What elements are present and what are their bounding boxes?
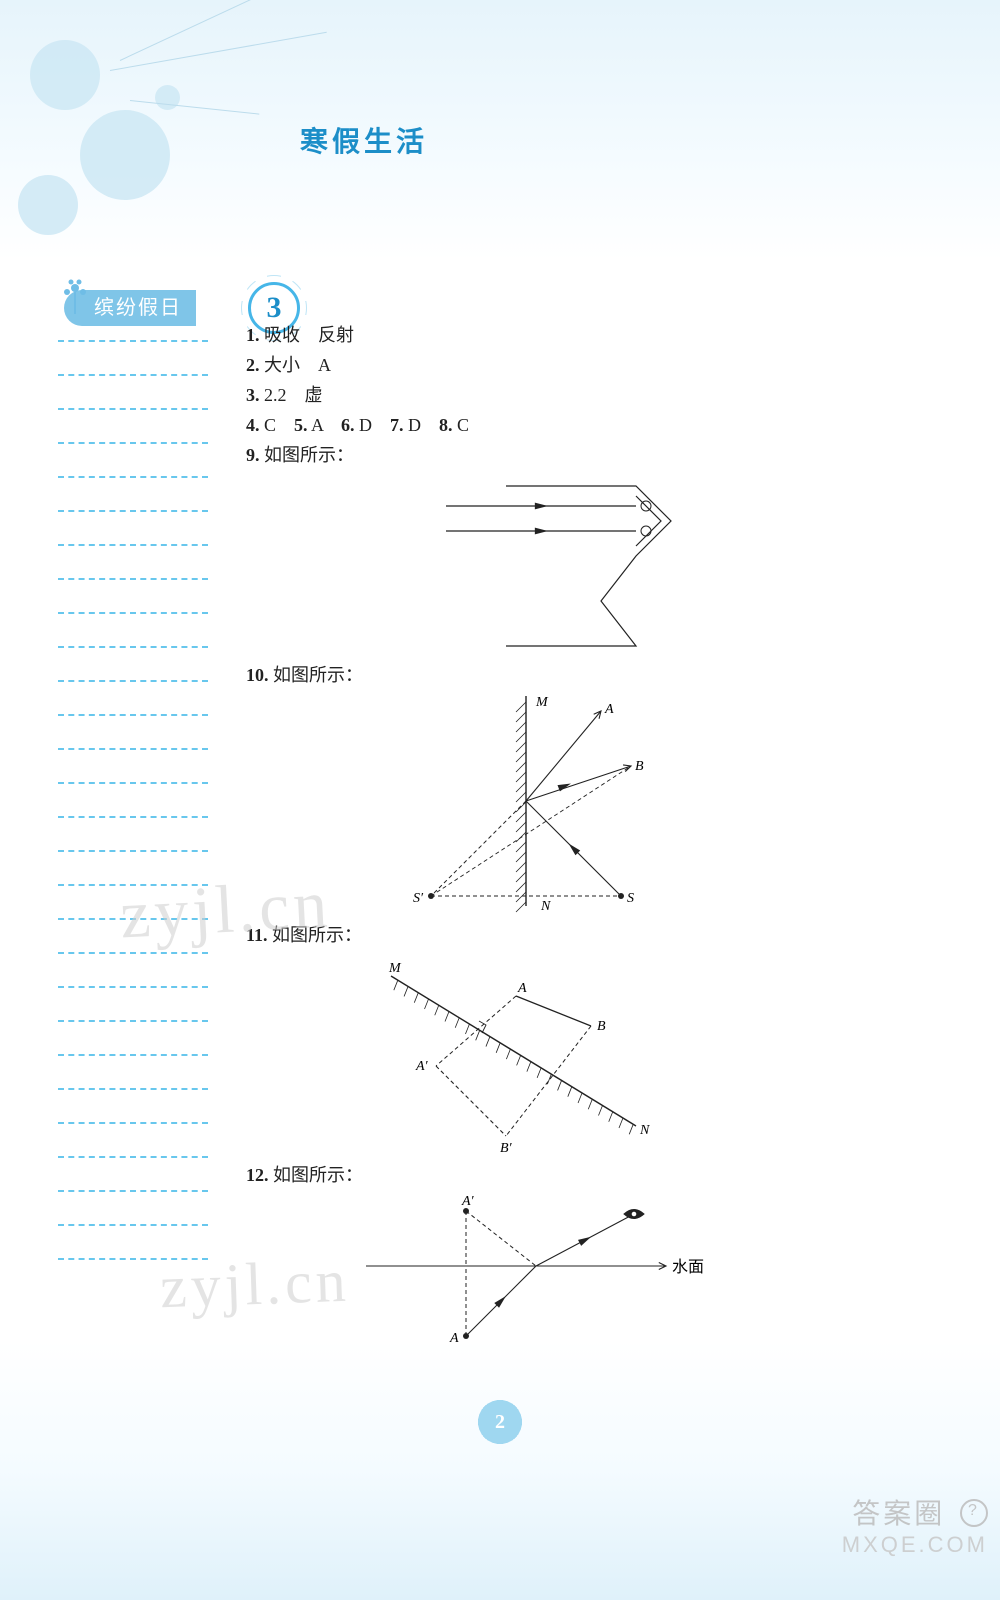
svg-text:M: M [388,961,402,976]
svg-text:A: A [604,702,614,717]
svg-text:A: A [517,981,527,996]
ruled-line [58,1054,208,1056]
ruled-line [58,816,208,818]
svg-text:S: S [627,891,634,906]
ruled-line [58,918,208,920]
figure-9 [446,476,926,656]
ruled-line [58,1190,208,1192]
ruled-line [58,578,208,580]
ruled-line [58,884,208,886]
answer-line: 10. 如图所示： [246,660,926,690]
answer-line: 9. 如图所示： [246,440,926,470]
ruled-line [58,748,208,750]
ruled-line [58,646,208,648]
ruled-line [58,510,208,512]
ruled-line [58,680,208,682]
svg-text:S′: S′ [413,891,424,906]
ruled-line [58,1122,208,1124]
page-title: 寒假生活 [300,120,428,160]
ruled-line [58,714,208,716]
svg-text:N: N [540,899,551,914]
answers-block: 1. 吸收 反射 2. 大小 A 3. 2.2 虚 4. C 5. A 6. D… [246,320,926,1360]
decor-flower [80,110,170,200]
decor-flower [155,85,180,110]
answer-line: 3. 2.2 虚 [246,380,926,410]
svg-text:水面: 水面 [672,1258,704,1276]
ruled-line [58,850,208,852]
ruled-line [58,1088,208,1090]
answer-line: 12. 如图所示： [246,1160,926,1190]
svg-text:N: N [639,1123,650,1138]
svg-text:B′: B′ [500,1141,513,1156]
svg-text:M: M [535,696,549,710]
svg-text:A: A [449,1331,459,1346]
ruled-line [58,1258,208,1260]
ruled-line [58,1156,208,1158]
ruled-line [58,1224,208,1226]
answer-line: 2. 大小 A [246,350,926,380]
decor-flower [30,40,100,110]
ruled-line [58,374,208,376]
answer-line: 11. 如图所示： [246,920,926,950]
svg-text:A′: A′ [461,1196,475,1209]
figure-10: M A B S S′ N [406,696,926,916]
ruled-line [58,612,208,614]
decor-flower [18,175,78,235]
ruled-line [58,544,208,546]
svg-text:B: B [635,759,644,774]
ruled-line [58,442,208,444]
page-number: 2 [495,1411,505,1434]
sidebar-chip: 缤纷假日 [64,290,196,326]
svg-text:A′: A′ [415,1059,429,1074]
ruled-line [58,782,208,784]
ruled-line [58,986,208,988]
ruled-line [58,408,208,410]
svg-text:B: B [597,1019,606,1034]
answer-line: 1. 吸收 反射 [246,320,926,350]
figure-11: M N A B A′ B′ [366,956,926,1156]
answer-line: 4. C 5. A 6. D 7. D 8. C [246,410,926,440]
ruled-line [58,1020,208,1022]
page-number-badge: 2 [478,1400,522,1444]
ruled-line [58,476,208,478]
figure-12: 水面 A A′ [366,1196,926,1356]
ruled-line [58,952,208,954]
ruled-line [58,340,208,342]
